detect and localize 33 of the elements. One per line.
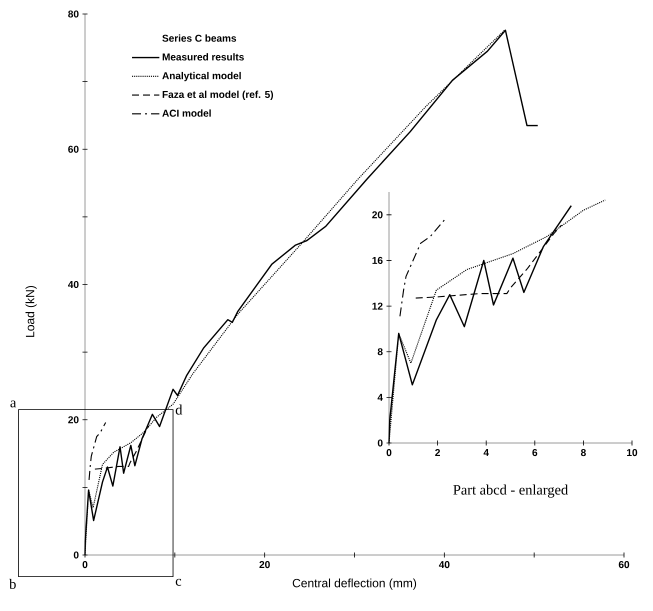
y-tick-label: 0 [74,551,79,559]
legend-label: ACI model [162,109,211,117]
legend-label: Faza et al model (ref. 5) [162,90,274,100]
x-tick-label: 6 [532,449,538,456]
x-tick-label: 10 [627,449,638,456]
annotation: d [176,404,182,415]
y-tick-label: 4 [378,394,383,401]
y-axis-title: Load (kN) [26,286,37,337]
legend-label: Analytical model [162,72,241,82]
y-tick-label: 20 [372,211,383,218]
y-tick-label: 12 [372,302,383,310]
y-tick-label: 40 [68,280,79,288]
text: a [10,400,16,408]
x-tick-label: 0 [82,561,88,568]
text: b [9,578,16,589]
legend-label: Measured results [162,53,244,61]
x-tick-label: 0 [386,449,392,456]
x-tick-label: 4 [484,449,489,456]
y-tick-label: 8 [378,348,383,356]
legend-title: Series C beams [162,34,236,42]
x-tick-label: 20 [259,561,270,568]
y-tick-label: 16 [372,256,383,264]
y-tick-label: 20 [68,416,79,424]
y-tick-label: 60 [68,146,79,153]
x-tick-label: 8 [580,449,586,456]
text: c [176,578,182,586]
x-tick-label: 2 [435,449,440,456]
x-axis-title: Central deflection (mm) [292,578,416,590]
y-tick-label: 80 [68,10,79,18]
x-tick-label: 40 [438,561,450,568]
x-axis-title: Part abcd - enlarged [453,484,568,498]
y-tick-label: 0 [378,439,383,447]
x-tick-label: 60 [618,561,630,568]
